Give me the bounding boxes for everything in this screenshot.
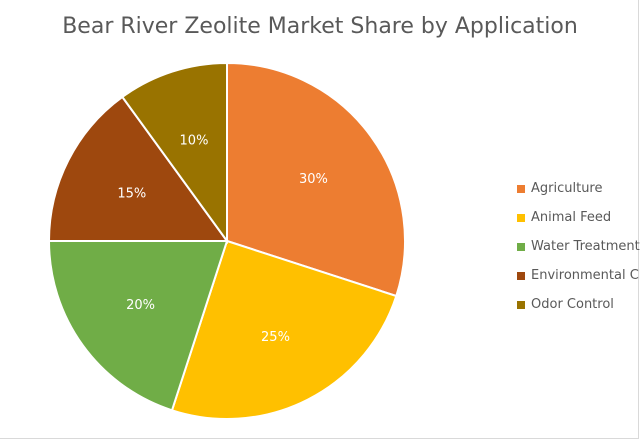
data-label-animal-feed: 25% [261, 330, 290, 345]
chart-legend: Agriculture Animal Feed Water Treatment Env… [517, 174, 640, 319]
legend-label: Odor Control [531, 297, 614, 312]
legend-item-environmental-cleanup: Environmental Cleanup [517, 261, 640, 290]
pie-slice-environmental-cleanup [47, 95, 229, 242]
legend-item-water-treatment: Water Treatment [517, 232, 640, 261]
legend-label: Water Treatment [531, 239, 640, 254]
legend-swatch [517, 213, 525, 222]
chart-title: Bear River Zeolite Market Share by Appli… [62, 14, 578, 39]
pie-slice-odor-control [120, 61, 228, 245]
legend-label: Animal Feed [531, 210, 612, 225]
legend-label: Environmental Cleanup [531, 268, 640, 283]
data-label-environmental-cleanup: 15% [117, 187, 146, 202]
legend-swatch [517, 184, 525, 193]
legend-item-odor-control: Odor Control [517, 290, 640, 319]
legend-item-animal-feed: Animal Feed [517, 203, 640, 232]
data-label-water-treatment: 20% [126, 298, 155, 313]
pie-slice-animal-feed [170, 239, 398, 420]
data-label-odor-control: 10% [180, 133, 209, 148]
pie-slice-agriculture [226, 61, 406, 298]
legend-swatch [517, 242, 525, 251]
pie-slice-water-treatment [47, 240, 229, 412]
legend-swatch [517, 271, 525, 280]
data-label-agriculture: 30% [299, 172, 328, 187]
legend-item-agriculture: Agriculture [517, 174, 640, 203]
legend-label: Agriculture [531, 181, 603, 196]
legend-swatch [517, 300, 525, 309]
